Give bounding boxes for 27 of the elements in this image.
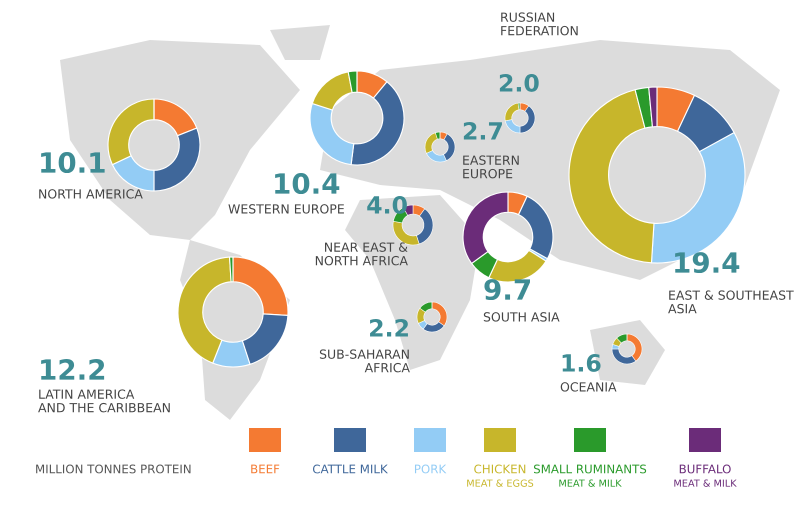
chart-subtitle: 4.0 [367,196,407,214]
text: MILLION TONNES PROTEIN [36,464,190,474]
chart-subtitle: 2.0 [500,74,539,92]
legend-label: BUFFALO MEAT & MILK [674,464,737,487]
chart-subtitle: 2.7 [464,122,502,140]
text: 1.6 [562,354,601,372]
text: EAST & SOUTHEAST ASIA [668,290,794,314]
text: 9.7 [484,279,530,300]
legend-label: CHICKEN MEAT & EGGS [467,464,534,487]
legend-label: BEEF [251,464,280,474]
text: SOUTH ASIA [484,312,560,322]
text: 12.2 [41,359,104,380]
legend-label: SMALL RUMINANTS MEAT & MILK [534,464,646,487]
text: 10.1 [41,152,105,174]
text: 10.4 [275,173,340,194]
text: OCEANIA [560,382,616,392]
legend-label: PORK [414,464,446,474]
chart-title: RUSSIAN FEDERATION [501,12,578,36]
text: NORTH AMERICA [39,189,143,199]
text: 19.4 [675,252,740,274]
text: LATIN AMERICA AND THE CARIBBEAN [38,389,170,412]
text: NEAR EAST & NORTH AFRICA [316,242,408,266]
legend-label: CATTLE MILK [312,464,388,474]
text: SUB-SAHARAN AFRICA [320,349,410,372]
text: EASTERN EUROPE [463,155,519,178]
text: 2.2 [370,318,408,337]
text: WESTERN EUROPE [228,204,344,214]
